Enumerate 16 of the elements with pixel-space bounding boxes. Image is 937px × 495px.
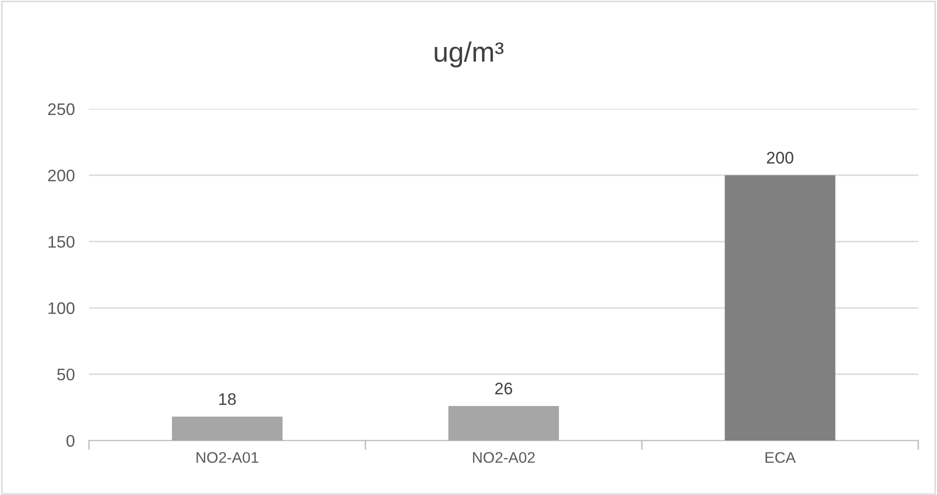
x-tick-label: NO2-A01 xyxy=(196,452,258,463)
y-tick-label: 200 xyxy=(48,170,74,182)
data-label: 200 xyxy=(766,152,794,164)
data-label: 18 xyxy=(219,393,236,406)
data-label: 26 xyxy=(495,382,512,394)
y-tick-label: 50 xyxy=(57,368,74,380)
y-tick-label: 100 xyxy=(48,302,74,314)
x-tick-label: ECA xyxy=(766,452,796,463)
x-tick-label: NO2-A02 xyxy=(473,452,535,463)
chart-title: ug/m³ xyxy=(434,42,504,68)
y-tick-label: 150 xyxy=(48,236,74,248)
bar xyxy=(448,406,559,441)
y-tick-label: 250 xyxy=(48,103,74,116)
bar xyxy=(172,416,283,441)
bar xyxy=(724,175,836,441)
y-tick-label: 0 xyxy=(66,434,74,447)
